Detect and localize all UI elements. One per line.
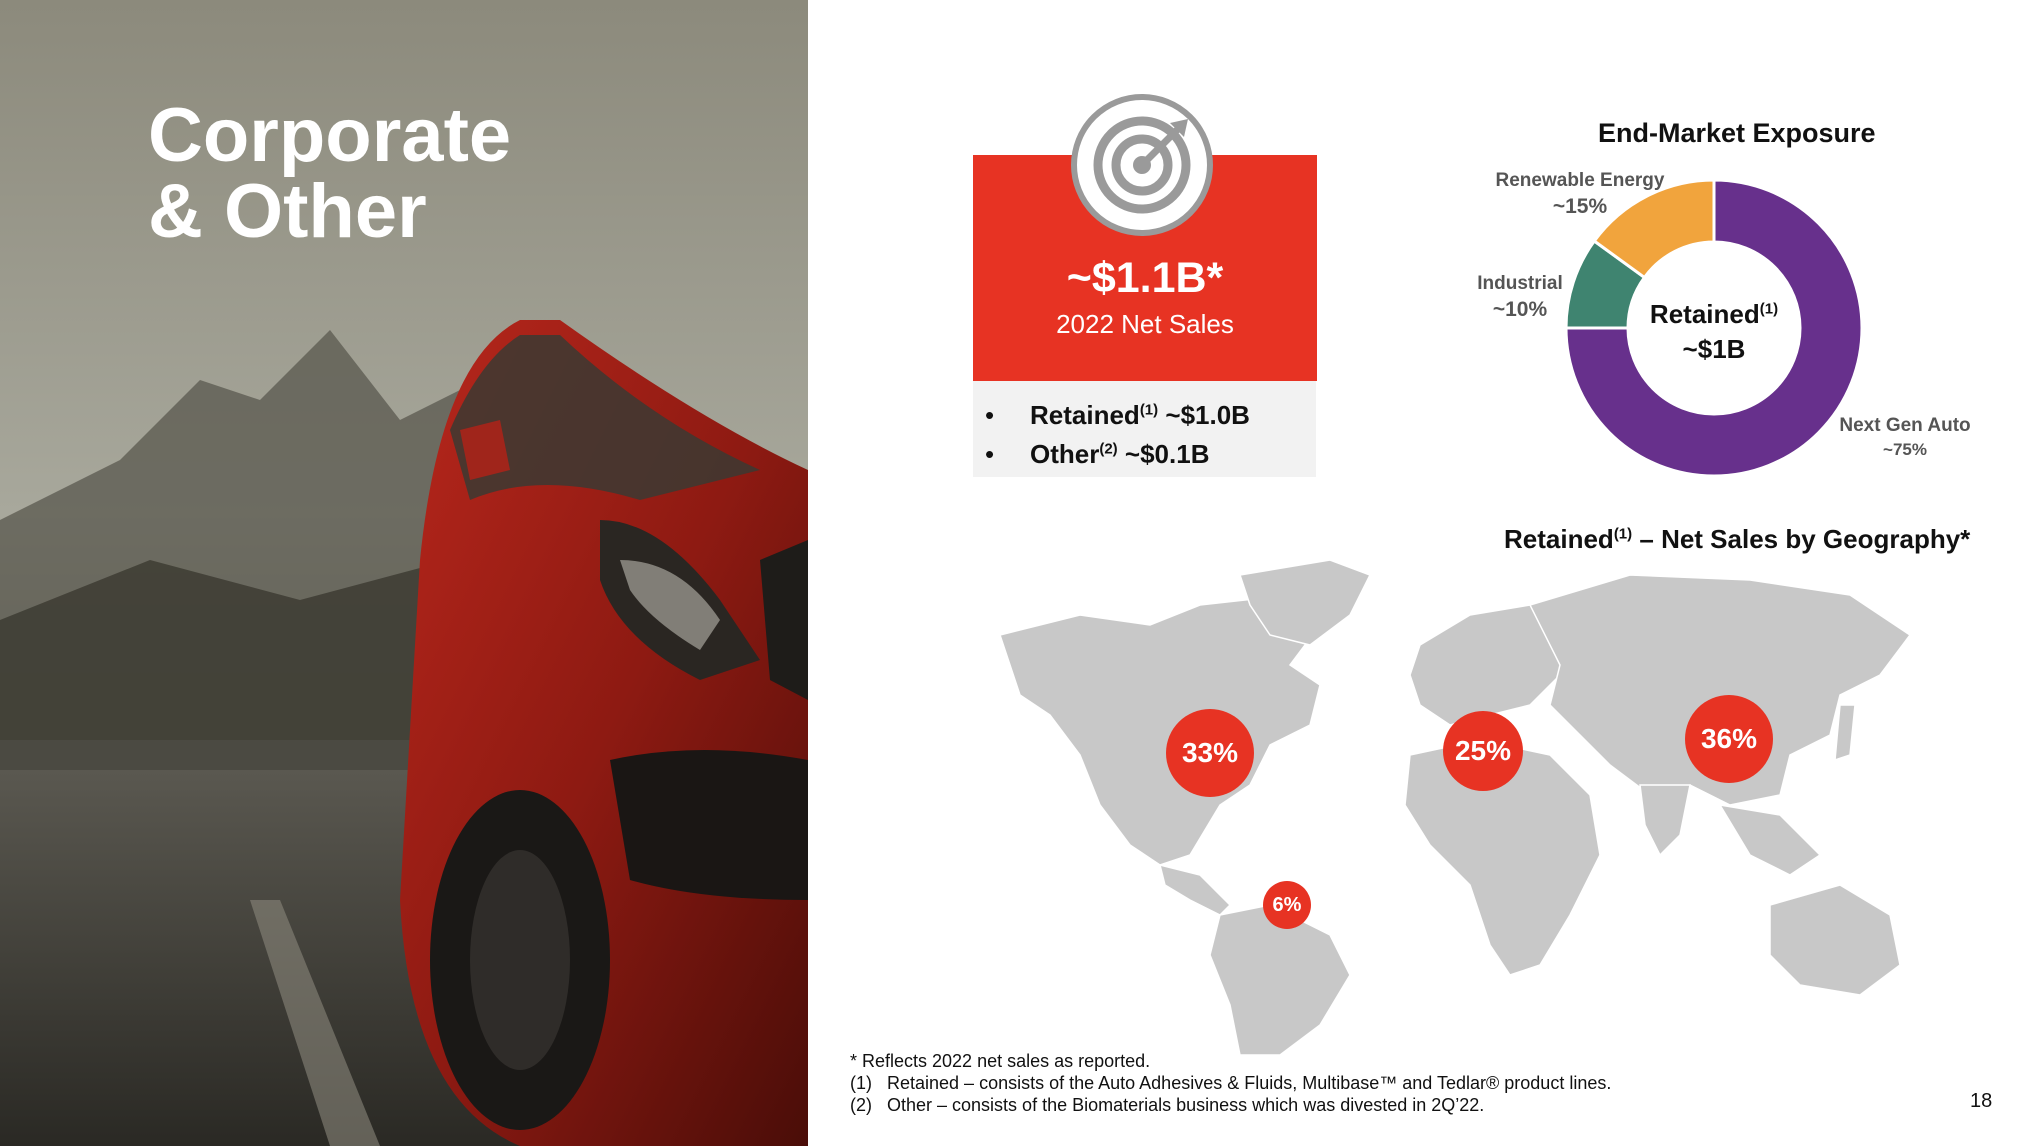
donut-center-line2: ~$1B: [1682, 334, 1746, 364]
donut-center-line1: Retained: [1649, 299, 1760, 329]
australia-landmass: [1769, 884, 1901, 996]
footnotes: * Reflects 2022 net sales as reported. (…: [850, 1050, 1611, 1116]
target-icon: [1070, 93, 1214, 237]
world-map: [999, 559, 1912, 1055]
slice-name: Industrial: [1477, 273, 1563, 294]
europe-landmass: [1409, 604, 1571, 726]
footnote-1: (1) Retained – consists of the Auto Adhe…: [850, 1073, 1612, 1093]
geo-title-suffix: – Net Sales by Geography*: [1632, 524, 1971, 554]
japan-landmass: [1834, 704, 1856, 762]
net-sales-label: 2022 Net Sales: [1056, 309, 1234, 339]
slice-label-renewable-energy: Renewable Energy ~15%: [1470, 168, 1690, 220]
breakdown-item-other: • Other(2) ~$0.1B: [985, 439, 1209, 470]
donut-slice-renewable-energy: [1592, 178, 1716, 280]
breakdown-name: Retained: [1030, 400, 1140, 430]
breakdown-sup: (1): [1139, 401, 1159, 419]
bullet-dot: •: [985, 439, 995, 469]
slice-value: ~75%: [1883, 440, 1927, 459]
slice-value: ~15%: [1552, 195, 1608, 218]
car-photo: Corporate & Other: [0, 0, 808, 1146]
africa-landmass: [1404, 739, 1601, 976]
asia-landmass: [1528, 574, 1912, 806]
geo-title-sup: (1): [1613, 525, 1633, 543]
geo-bubble-europe: 25%: [1443, 711, 1523, 791]
greenland-landmass: [1239, 559, 1372, 646]
geography-chart-title: Retained(1) – Net Sales by Geography*: [1504, 524, 1970, 555]
breakdown-sup: (2): [1099, 440, 1118, 458]
slice-value: ~10%: [1492, 298, 1548, 321]
southeast-asia-landmass: [1718, 803, 1822, 876]
india-landmass: [1639, 784, 1691, 857]
geo-bubble-north-america: 33%: [1166, 709, 1254, 797]
breakdown-amount: ~$0.1B: [1117, 439, 1210, 469]
net-sales-value: ~$1.1B*: [1066, 254, 1224, 302]
donut-center-label: Retained(1) ~$1B: [1640, 297, 1788, 367]
breakdown-item-retained: • Retained(1) ~$1.0B: [985, 400, 1250, 431]
north-america-landmass: [999, 594, 1321, 866]
breakdown-amount: ~$1.0B: [1158, 400, 1250, 430]
donut-center-sup: (1): [1759, 300, 1779, 318]
donut-chart-title: End-Market Exposure: [1598, 118, 1876, 148]
slide-title: Corporate & Other: [148, 98, 511, 250]
geo-bubble-asia: 36%: [1685, 695, 1773, 783]
bullet-dot: •: [985, 400, 995, 430]
end-market-donut-chart: [1564, 178, 1864, 478]
net-sales-breakdown: [973, 381, 1316, 477]
page-number: 18: [1970, 1090, 1993, 1112]
slice-name: Renewable Energy: [1495, 170, 1665, 191]
slice-label-industrial: Industrial ~10%: [1460, 271, 1580, 323]
slice-label-next-gen-auto: Next Gen Auto ~75%: [1830, 414, 1980, 462]
geo-bubble-south-america: 6%: [1263, 881, 1311, 929]
slide-title-line1: Corporate: [148, 93, 512, 178]
footnote-2: (2) Other – consists of the Biomaterials…: [850, 1095, 1485, 1115]
footnote-asterisk: * Reflects 2022 net sales as reported.: [850, 1051, 1151, 1071]
geo-title-prefix: Retained: [1504, 524, 1614, 554]
slide-title-line2: & Other: [148, 169, 427, 254]
donut-slice-next-gen-auto: [1564, 178, 1864, 478]
slice-name: Next Gen Auto: [1839, 415, 1971, 436]
breakdown-name: Other: [1030, 439, 1100, 469]
central-america-landmass: [1158, 863, 1232, 916]
